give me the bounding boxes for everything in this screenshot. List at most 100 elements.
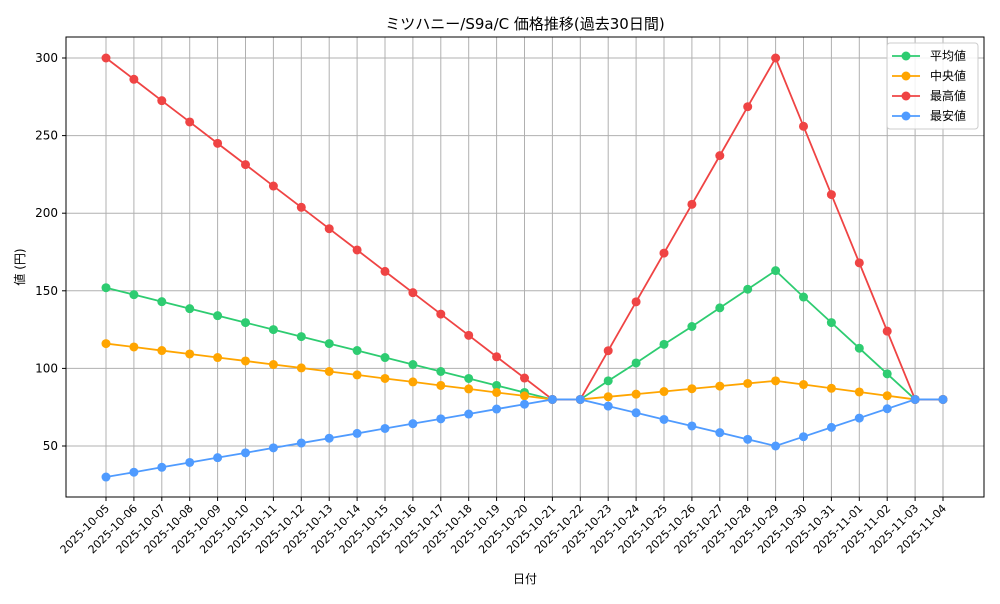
data-point <box>854 258 864 268</box>
data-point <box>296 363 306 373</box>
data-point <box>185 304 195 314</box>
data-point <box>157 462 167 472</box>
data-point <box>882 326 892 336</box>
data-point <box>268 325 278 335</box>
data-point <box>324 433 334 443</box>
data-point <box>464 384 474 394</box>
data-point <box>101 283 111 293</box>
data-point <box>436 380 446 390</box>
data-point <box>771 376 781 386</box>
y-tick-label: 300 <box>35 51 58 65</box>
data-point <box>771 53 781 63</box>
data-point <box>352 370 362 380</box>
data-point <box>296 332 306 342</box>
data-point <box>492 380 502 390</box>
legend-label: 中央値 <box>930 68 966 83</box>
data-point <box>352 428 362 438</box>
data-point <box>241 160 250 170</box>
data-point <box>882 369 892 379</box>
data-point <box>157 96 167 106</box>
data-point <box>185 457 195 467</box>
data-point <box>715 428 725 438</box>
data-point <box>799 292 808 302</box>
data-point <box>296 438 306 448</box>
legend-item: 最安値 <box>892 108 966 123</box>
data-point <box>241 448 250 458</box>
data-point <box>324 367 334 377</box>
y-axis-label: 値 (円) <box>12 248 27 285</box>
data-point <box>854 343 864 353</box>
data-point <box>687 199 697 209</box>
data-point <box>464 373 474 383</box>
legend-label: 最高値 <box>930 88 966 103</box>
data-point <box>129 467 139 477</box>
series-lines <box>101 53 948 482</box>
data-point <box>799 432 808 442</box>
data-point <box>352 245 362 255</box>
data-point <box>631 297 641 307</box>
data-point <box>882 404 892 414</box>
data-point <box>547 394 557 404</box>
data-point <box>380 353 390 363</box>
y-tick-label: 200 <box>35 206 58 220</box>
data-point <box>520 391 529 401</box>
data-point <box>101 339 111 349</box>
legend-label: 平均値 <box>930 48 966 63</box>
data-point <box>799 380 808 390</box>
data-point <box>408 419 418 429</box>
data-point <box>129 74 139 84</box>
legend-item: 最高値 <box>892 88 966 103</box>
data-point <box>687 384 697 394</box>
data-point <box>882 391 892 401</box>
data-point <box>408 360 418 370</box>
data-point <box>631 389 641 399</box>
data-point <box>743 378 753 388</box>
data-point <box>854 413 864 423</box>
data-point <box>826 422 836 432</box>
data-point <box>241 356 250 366</box>
data-point <box>380 266 390 276</box>
data-point <box>715 303 725 313</box>
data-point <box>799 121 808 131</box>
y-tick-label: 250 <box>35 129 58 143</box>
data-point <box>743 284 753 294</box>
y-tick-label: 150 <box>35 284 58 298</box>
legend-box <box>886 42 979 130</box>
data-point <box>603 401 613 411</box>
data-point <box>408 377 418 387</box>
data-point <box>324 224 334 234</box>
data-point <box>938 394 948 404</box>
data-point <box>687 321 697 331</box>
data-point <box>603 376 613 386</box>
grid-lines <box>66 37 984 497</box>
data-point <box>213 453 223 463</box>
data-point <box>687 421 697 431</box>
data-point <box>603 392 613 402</box>
data-point <box>157 297 167 307</box>
data-point <box>492 404 502 414</box>
data-point <box>659 339 669 349</box>
series-最安値 <box>101 394 948 482</box>
data-point <box>129 290 139 300</box>
data-point <box>185 349 195 359</box>
data-point <box>715 151 725 161</box>
data-point <box>826 383 836 393</box>
data-point <box>380 423 390 433</box>
data-point <box>659 387 669 397</box>
data-point <box>771 266 781 276</box>
y-tick-label: 50 <box>43 439 58 453</box>
legend-label: 最安値 <box>930 108 966 123</box>
data-point <box>157 346 167 356</box>
data-point <box>492 387 502 397</box>
data-point <box>910 394 920 404</box>
data-point <box>101 472 111 482</box>
data-point <box>659 248 669 258</box>
data-point <box>241 318 250 328</box>
x-axis-label: 日付 <box>513 572 537 586</box>
chart-title: ミツハニー/S9a/C 価格推移(過去30日間) <box>385 15 664 33</box>
legend-marker-icon <box>901 51 911 61</box>
data-point <box>603 346 613 356</box>
data-point <box>826 190 836 200</box>
data-point <box>268 443 278 453</box>
